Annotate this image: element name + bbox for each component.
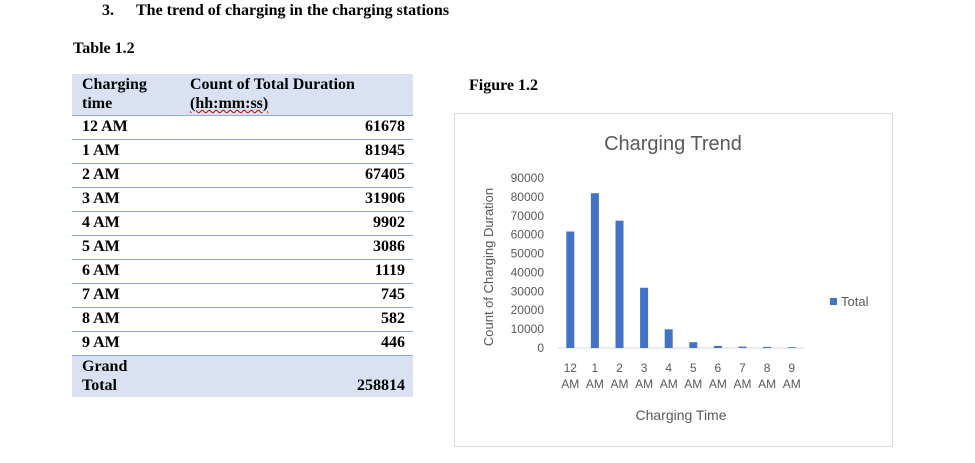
row-value: 81945 xyxy=(180,139,413,164)
bar xyxy=(640,287,649,348)
row-label: 7 AM xyxy=(72,283,180,308)
table-row: 8 AM 582 xyxy=(72,307,413,332)
section-number: 3. xyxy=(102,2,114,19)
x-tick-label: AM xyxy=(586,377,604,391)
bar xyxy=(590,193,599,348)
x-tick-label: 7 xyxy=(739,361,746,375)
row-value: 9902 xyxy=(180,211,413,236)
x-tick-label: AM xyxy=(684,377,702,391)
x-tick-label: 12 xyxy=(564,361,578,375)
y-tick-label: 40000 xyxy=(511,265,545,279)
figure-caption: Figure 1.2 xyxy=(469,77,539,94)
y-tick-label: 70000 xyxy=(511,209,545,223)
bar xyxy=(713,345,722,348)
x-tick-label: 3 xyxy=(641,361,648,375)
row-value: 61678 xyxy=(180,115,413,140)
table-row: 2 AM 67405 xyxy=(72,163,413,188)
y-axis-label: Count of Charging Duration xyxy=(481,188,496,346)
x-tick-label: 2 xyxy=(616,361,623,375)
chart-svg: Charging Trend Count of Charging Duration… xyxy=(481,133,869,423)
table-header-row: Charging time Count of Total Duration (h… xyxy=(72,74,413,116)
table-row: 5 AM 3086 xyxy=(72,235,413,260)
section-title: The trend of charging in the charging st… xyxy=(136,2,450,19)
header-charging-time: Charging time xyxy=(72,74,180,116)
x-tick-label: AM xyxy=(635,377,653,391)
y-tick-label: 50000 xyxy=(511,247,545,261)
x-tick-label: 8 xyxy=(764,361,771,375)
row-value: 3086 xyxy=(180,235,413,260)
y-tick-label: 80000 xyxy=(511,190,545,204)
bar xyxy=(566,231,575,348)
x-axis-label: Charging Time xyxy=(635,407,726,423)
y-tick-label: 60000 xyxy=(511,228,545,242)
row-value: 582 xyxy=(180,307,413,332)
row-label: 4 AM xyxy=(72,211,180,236)
header-unit: (hh:mm:ss) xyxy=(190,95,269,112)
x-tick-label: 4 xyxy=(665,361,672,375)
bar xyxy=(664,329,673,348)
x-tick-label: 9 xyxy=(788,361,795,375)
legend-label: Total xyxy=(841,294,869,309)
charging-table: Charging time Count of Total Duration (h… xyxy=(72,74,413,397)
row-label: 12 AM xyxy=(72,115,180,140)
x-tick-label: AM xyxy=(734,377,752,391)
charging-trend-chart: Charging Trend Count of Charging Duration… xyxy=(454,113,893,447)
x-tick-label: AM xyxy=(709,377,727,391)
x-tick-label: 1 xyxy=(592,361,599,375)
total-label: Grand Total xyxy=(72,355,180,397)
table-row: 7 AM 745 xyxy=(72,283,413,308)
table-row: 1 AM 81945 xyxy=(72,139,413,164)
total-value: 258814 xyxy=(180,355,413,397)
bar xyxy=(689,342,698,348)
x-tick-label: AM xyxy=(783,377,801,391)
table-row: 4 AM 9902 xyxy=(72,211,413,236)
row-label: 8 AM xyxy=(72,307,180,332)
table-row: 3 AM 31906 xyxy=(72,187,413,212)
row-label: 1 AM xyxy=(72,139,180,164)
table-row: 9 AM 446 xyxy=(72,331,413,356)
row-value: 1119 xyxy=(180,259,413,284)
header-count-duration: Count of Total Duration (hh:mm:ss) xyxy=(180,74,413,116)
table-row: 12 AM 61678 xyxy=(72,115,413,140)
table-caption: Table 1.2 xyxy=(73,40,135,57)
chart-title: Charging Trend xyxy=(604,133,742,155)
section-heading: 3. The trend of charging in the charging … xyxy=(102,2,449,20)
row-label: 9 AM xyxy=(72,331,180,356)
x-tick-label: AM xyxy=(611,377,629,391)
row-value: 31906 xyxy=(180,187,413,212)
row-value: 67405 xyxy=(180,163,413,188)
table-row: 6 AM 1119 xyxy=(72,259,413,284)
row-label: 5 AM xyxy=(72,235,180,260)
x-tick-label: AM xyxy=(660,377,678,391)
bar xyxy=(615,220,624,348)
legend-swatch xyxy=(830,298,837,305)
bar xyxy=(787,347,796,348)
row-label: 3 AM xyxy=(72,187,180,212)
y-tick-label: 20000 xyxy=(511,303,545,317)
x-tick-label: AM xyxy=(758,377,776,391)
bar xyxy=(763,346,772,348)
x-tick-label: 6 xyxy=(715,361,722,375)
row-label: 2 AM xyxy=(72,163,180,188)
table-total-row: Grand Total 258814 xyxy=(72,355,413,397)
y-tick-label: 10000 xyxy=(511,322,545,336)
row-value: 446 xyxy=(180,331,413,356)
y-tick-label: 0 xyxy=(537,341,544,355)
y-tick-label: 90000 xyxy=(511,171,545,185)
row-label: 6 AM xyxy=(72,259,180,284)
x-tick-label: 5 xyxy=(690,361,697,375)
y-tick-label: 30000 xyxy=(511,284,545,298)
bar xyxy=(738,346,747,348)
x-tick-label: AM xyxy=(561,377,579,391)
row-value: 745 xyxy=(180,283,413,308)
